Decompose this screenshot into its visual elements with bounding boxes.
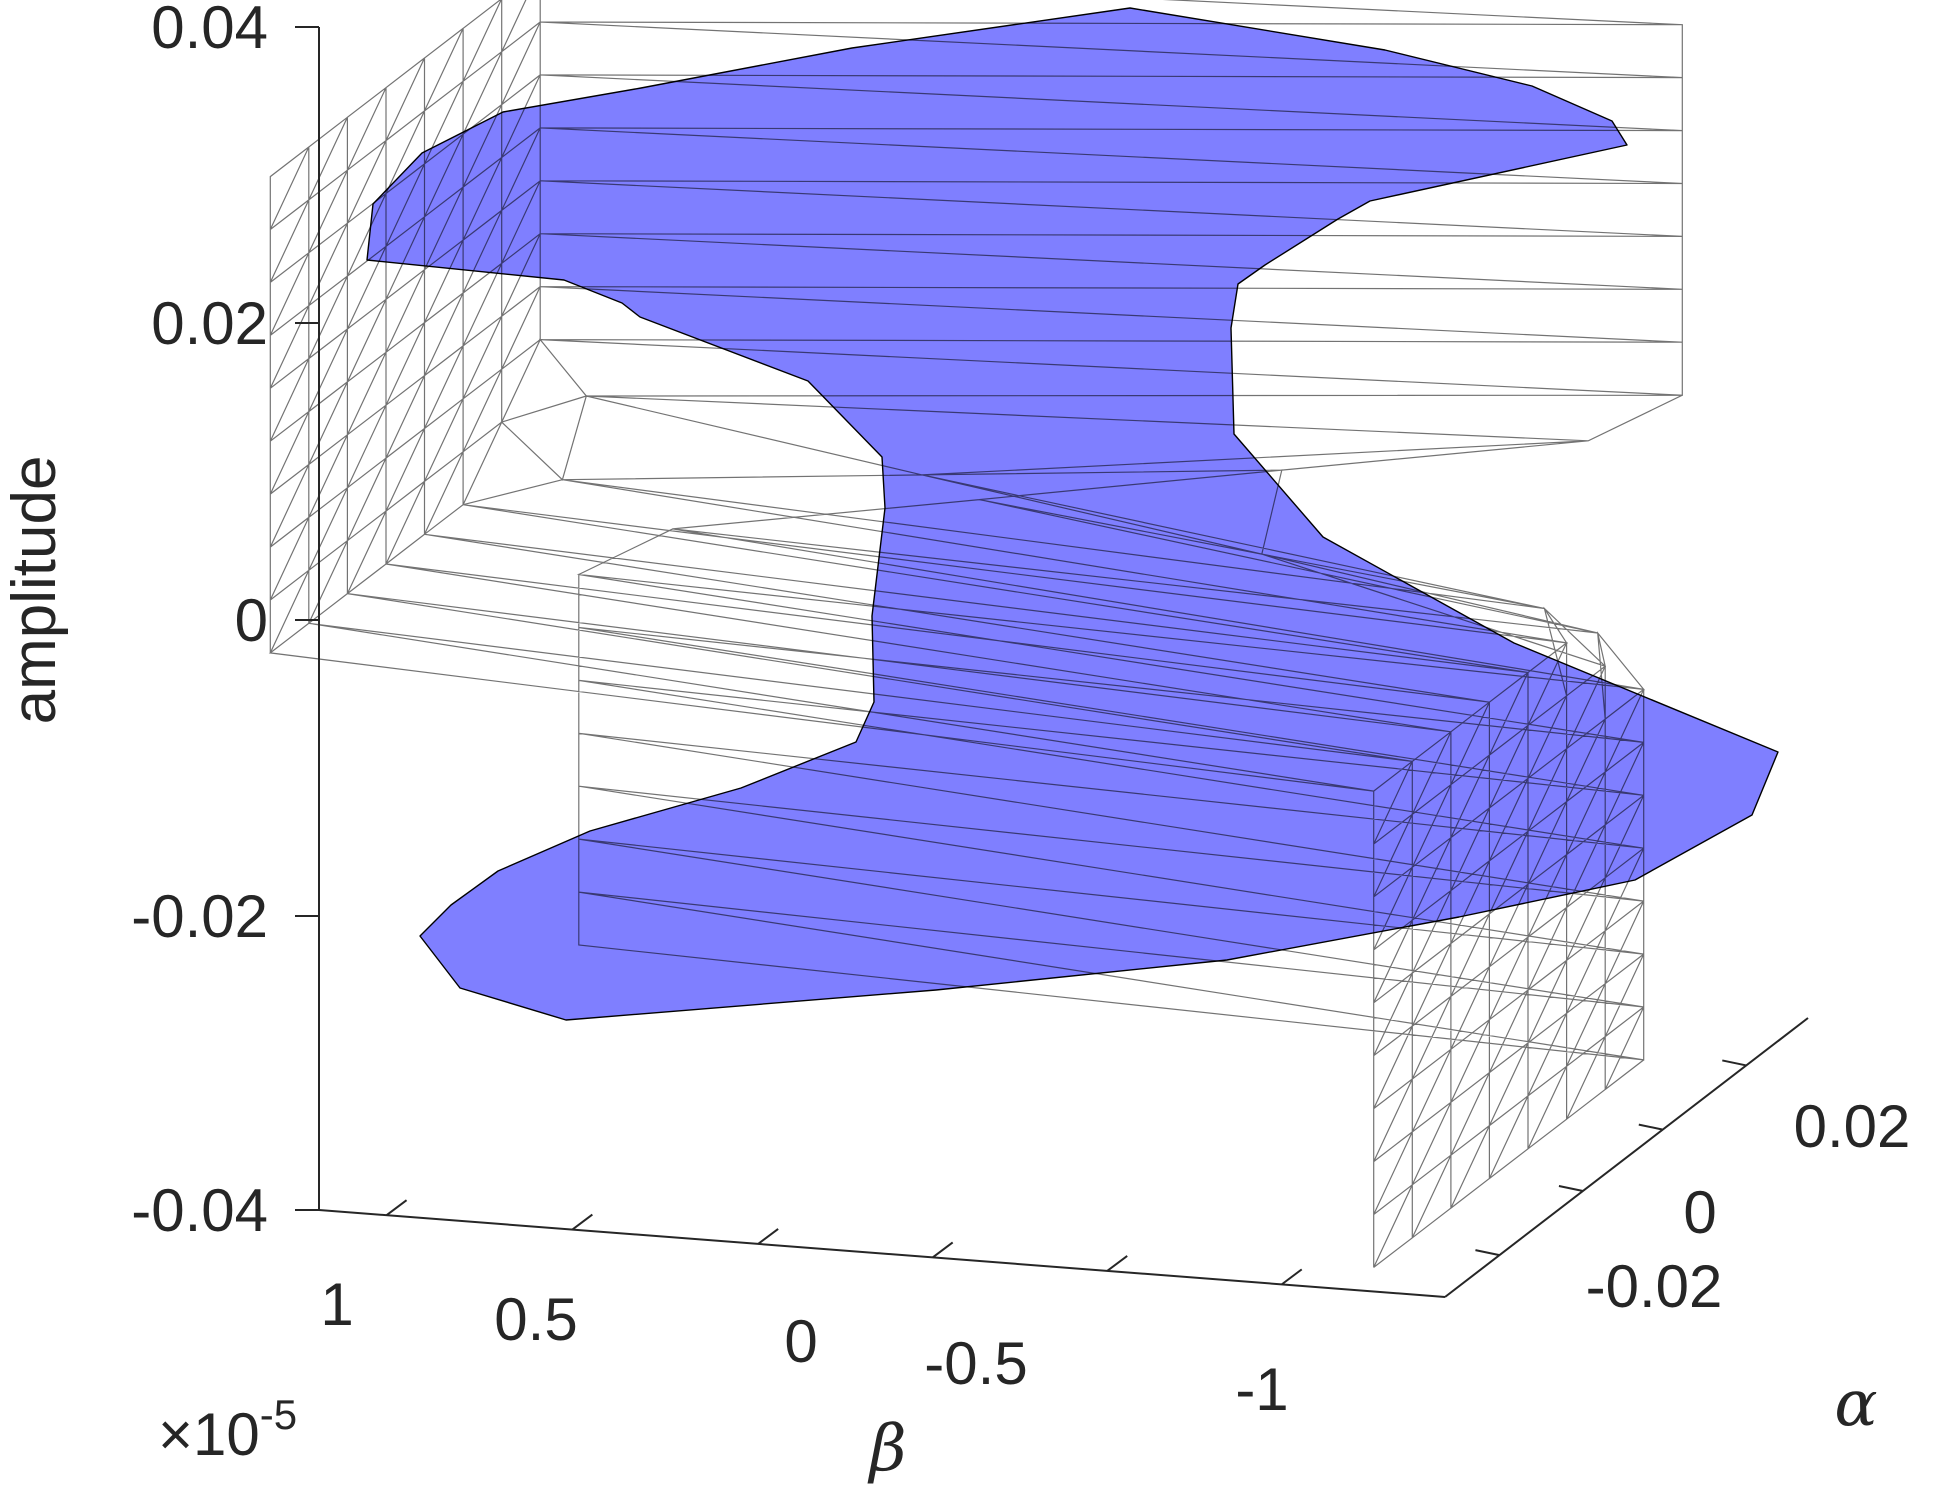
alpha-axis-line	[1444, 1017, 1809, 1298]
beta-tick-label: -0.5	[924, 1330, 1027, 1397]
beta-tick-label: 1	[320, 1271, 353, 1338]
beta-tick-mark	[571, 1213, 593, 1231]
beta-axis: 1 0.5 0 -0.5 -1 ×10-5 β	[158, 1199, 1446, 1486]
beta-tick-label: -1	[1235, 1356, 1288, 1423]
beta-tick-mark	[757, 1228, 779, 1245]
beta-tick-label: 0	[784, 1308, 817, 1375]
beta-tick-mark	[932, 1241, 954, 1259]
alpha-tick-mark	[1475, 1249, 1500, 1257]
beta-axis-label: β	[868, 1412, 907, 1486]
beta-exponent-label: ×10-5	[158, 1391, 297, 1468]
surface-silhouette	[366, 7, 1779, 1021]
z-tick-label: 0.02	[151, 290, 268, 357]
surface-mesh	[268, 0, 1683, 1268]
alpha-tick-mark	[1558, 1185, 1584, 1192]
beta-exponent-power: -5	[260, 1391, 297, 1438]
z-tick-label: 0	[235, 587, 268, 654]
cusp-surface	[268, 0, 1779, 1268]
z-tick-label: -0.04	[131, 1177, 268, 1244]
beta-tick-mark	[385, 1199, 408, 1217]
alpha-tick-mark	[1722, 1059, 1747, 1067]
alpha-tick-label: 0.02	[1794, 1093, 1911, 1160]
beta-axis-line	[318, 1209, 1446, 1298]
beta-tick-mark	[1106, 1255, 1128, 1272]
alpha-ticks: 0.02 0 -0.02	[1475, 1059, 1911, 1320]
beta-tick-label: 0.5	[494, 1286, 577, 1353]
alpha-axis-label: α	[1834, 1367, 1877, 1441]
surface-triangles	[268, 0, 1683, 1268]
z-axis-label: amplitude	[0, 456, 69, 725]
alpha-tick-label: 0	[1683, 1179, 1716, 1246]
beta-tick-mark	[1281, 1268, 1303, 1286]
z-tick-label: -0.02	[131, 883, 268, 950]
z-tick-label: 0.04	[151, 0, 268, 61]
beta-exponent-base: ×10	[158, 1401, 260, 1468]
alpha-axis: 0.02 0 -0.02 α	[1444, 1017, 1911, 1441]
beta-ticks: 1 0.5 0 -0.5 -1	[320, 1199, 1303, 1423]
alpha-tick-mark	[1638, 1123, 1664, 1131]
z-axis: 0.04 0.02 0 -0.02 -0.04 amplitude	[0, 0, 320, 1244]
alpha-tick-label: -0.02	[1586, 1253, 1723, 1320]
z-ticks: 0.04 0.02 0 -0.02 -0.04	[131, 0, 319, 1244]
